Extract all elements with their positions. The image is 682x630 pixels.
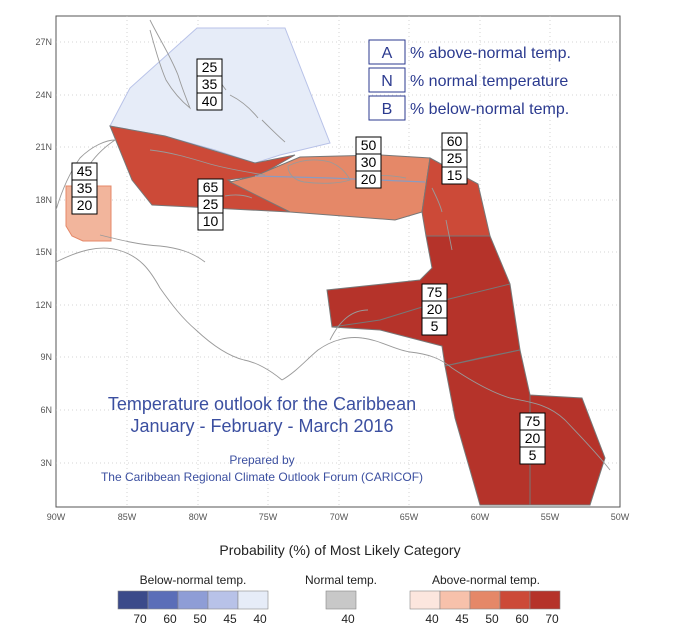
scale-value-label: 45 bbox=[455, 612, 469, 626]
lon-tick-label: 55W bbox=[541, 512, 560, 522]
scale-value-label: 60 bbox=[515, 612, 529, 626]
scale-swatch bbox=[117, 590, 149, 610]
probability-value: 25 bbox=[202, 59, 218, 75]
legend-key-a-box bbox=[368, 39, 406, 65]
lat-tick-label: 9N bbox=[40, 352, 52, 362]
scale-swatch bbox=[409, 590, 441, 610]
scale-swatch bbox=[177, 590, 209, 610]
legend-desc-n: % normal temperature bbox=[410, 73, 568, 90]
region-cuba-jamaica-shape bbox=[109, 125, 296, 213]
probability-value: 20 bbox=[427, 301, 443, 317]
lon-tick-label: 90W bbox=[47, 512, 66, 522]
scale-value-label: 40 bbox=[253, 612, 267, 626]
lon-tick-label: 60W bbox=[471, 512, 490, 522]
probability-value: 20 bbox=[361, 171, 377, 187]
lon-tick-label: 85W bbox=[118, 512, 137, 522]
legend-desc-b: % below-normal temp. bbox=[410, 101, 569, 118]
scale-value-label: 50 bbox=[485, 612, 499, 626]
lat-tick-label: 3N bbox=[40, 458, 52, 468]
lon-tick-label: 65W bbox=[400, 512, 419, 522]
probability-value: 20 bbox=[77, 197, 93, 213]
probability-value: 15 bbox=[447, 167, 463, 183]
probability-value: 20 bbox=[525, 430, 541, 446]
map-title-line1: Temperature outlook for the Caribbean bbox=[108, 394, 416, 414]
probability-value: 75 bbox=[427, 284, 443, 300]
probability-value: 5 bbox=[529, 447, 537, 463]
scale-value-label: 40 bbox=[341, 612, 355, 626]
scale-swatch bbox=[237, 590, 269, 610]
legend-key-a: A bbox=[382, 45, 393, 62]
scale-swatch bbox=[469, 590, 501, 610]
scale-swatch bbox=[147, 590, 179, 610]
probability-value: 40 bbox=[202, 93, 218, 109]
scale-group-normal-label: Normal temp. bbox=[305, 573, 377, 587]
lat-tick-label: 24N bbox=[35, 90, 52, 100]
scale-group-below-label: Below-normal temp. bbox=[140, 573, 247, 587]
lat-tick-label: 12N bbox=[35, 300, 52, 310]
probability-value: 60 bbox=[447, 133, 463, 149]
scale-value-label: 70 bbox=[133, 612, 147, 626]
lon-tick-label: 80W bbox=[189, 512, 208, 522]
organization-name: The Caribbean Regional Climate Outlook F… bbox=[101, 470, 423, 484]
map-title-line2: January - February - March 2016 bbox=[130, 416, 393, 436]
probability-value: 75 bbox=[525, 413, 541, 429]
probability-value: 45 bbox=[77, 163, 93, 179]
lon-tick-label: 50W bbox=[611, 512, 630, 522]
probability-value: 10 bbox=[203, 213, 219, 229]
legend-key-n-box bbox=[368, 67, 406, 93]
probability-value: 30 bbox=[361, 154, 377, 170]
scale-value-label: 40 bbox=[425, 612, 439, 626]
scale-value-label: 50 bbox=[193, 612, 207, 626]
scale-title: Probability (%) of Most Likely Category bbox=[219, 542, 460, 558]
region-divider bbox=[331, 283, 511, 328]
category-legend: A % above-normal temp. N % normal temper… bbox=[368, 39, 571, 121]
lon-tick-label: 70W bbox=[330, 512, 349, 522]
lat-tick-label: 15N bbox=[35, 247, 52, 257]
scale-swatch bbox=[439, 590, 471, 610]
probability-value: 5 bbox=[431, 318, 439, 334]
prepared-by-label: Prepared by bbox=[229, 453, 294, 467]
probability-value: 35 bbox=[202, 76, 218, 92]
scale-swatch bbox=[529, 590, 561, 610]
legend-desc-a: % above-normal temp. bbox=[410, 45, 571, 62]
scale-value-label: 45 bbox=[223, 612, 237, 626]
scale-swatch bbox=[499, 590, 531, 610]
scale-value-label: 70 bbox=[545, 612, 559, 626]
region-divider bbox=[254, 175, 426, 183]
lat-tick-label: 6N bbox=[40, 405, 52, 415]
lat-tick-label: 27N bbox=[35, 37, 52, 47]
lon-tick-label: 75W bbox=[259, 512, 278, 522]
coastlines bbox=[56, 19, 611, 471]
scale-value-label: 60 bbox=[163, 612, 177, 626]
probability-value: 65 bbox=[203, 179, 219, 195]
probability-value: 50 bbox=[361, 137, 377, 153]
lat-tick-label: 21N bbox=[35, 142, 52, 152]
lat-tick-label: 18N bbox=[35, 195, 52, 205]
scale-swatch bbox=[207, 590, 239, 610]
scale-swatch bbox=[325, 590, 357, 610]
probability-value: 25 bbox=[447, 150, 463, 166]
probability-value: 25 bbox=[203, 196, 219, 212]
probability-value: 35 bbox=[77, 180, 93, 196]
scale-group-above-label: Above-normal temp. bbox=[432, 573, 540, 587]
legend-key-b-box bbox=[368, 95, 406, 121]
legend-key-n: N bbox=[381, 73, 393, 90]
legend-key-b: B bbox=[382, 101, 393, 118]
